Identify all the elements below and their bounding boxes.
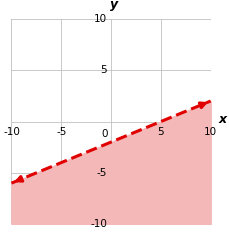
Text: -5: -5 (56, 127, 66, 137)
Text: x: x (219, 113, 227, 126)
Text: -5: -5 (97, 168, 107, 178)
Text: 5: 5 (158, 127, 164, 137)
Text: 10: 10 (94, 14, 107, 24)
Text: -10: -10 (90, 219, 107, 229)
Text: 5: 5 (101, 65, 107, 75)
Text: y: y (110, 0, 118, 11)
Text: 10: 10 (204, 127, 217, 137)
Text: 0: 0 (102, 129, 108, 139)
Text: -10: -10 (3, 127, 20, 137)
